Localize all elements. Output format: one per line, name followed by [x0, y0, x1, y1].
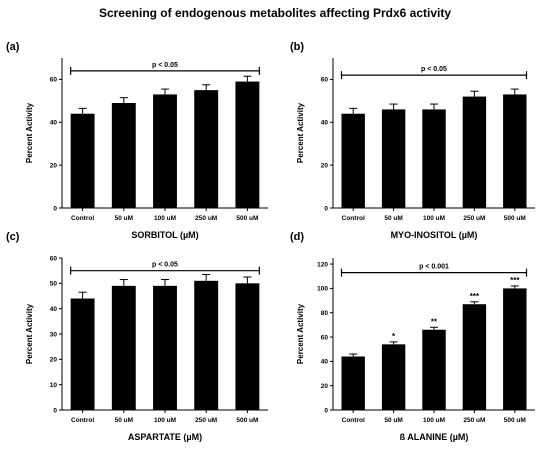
category-label-a-2: 100 uM — [154, 215, 176, 222]
y-tick-label-b-3: 60 — [321, 77, 329, 84]
y-tick-label-b-2: 40 — [321, 120, 329, 127]
category-label-a-1: 50 uM — [115, 215, 133, 222]
category-label-b-3: 250 uM — [463, 215, 485, 222]
y-tick-label-c-5: 50 — [50, 281, 58, 288]
panel-letter-a: (a) — [6, 41, 20, 53]
y-tick-label-a-2: 40 — [50, 120, 58, 127]
y-tick-label-d-0: 0 — [324, 407, 328, 414]
category-label-b-4: 500 uM — [504, 215, 526, 222]
bar-b-3 — [462, 96, 487, 208]
y-tick-label-a-1: 20 — [50, 162, 58, 169]
y-axis-label-c: Percent Activity — [25, 303, 34, 364]
y-tick-label-a-0: 0 — [53, 205, 57, 212]
significance-mark-d-2: ** — [431, 317, 438, 326]
chart-panel-a: (a) 0 20 40 60 Control 50 uM 100 uM 250 uM 500 uM… — [6, 41, 268, 240]
category-label-c-3: 250 uM — [195, 417, 217, 424]
bar-b-2 — [422, 109, 446, 208]
category-label-b-2: 100 uM — [423, 215, 445, 222]
bracket-label-c: p < 0.05 — [152, 262, 178, 269]
bar-a-1 — [111, 103, 136, 208]
bar-b-1 — [381, 109, 406, 208]
bar-c-4 — [235, 283, 260, 410]
category-label-c-0: Control — [71, 417, 94, 424]
y-tick-label-a-3: 60 — [50, 77, 58, 84]
category-label-c-1: 50 uM — [115, 417, 133, 424]
y-tick-label-d-5: 100 — [317, 286, 328, 293]
chart-panel-d: (d) 0 20 40 60 80 100 120 Control 50 uM * 100 uM ** 2… — [290, 231, 535, 442]
category-label-d-2: 100 uM — [423, 417, 445, 424]
significance-mark-d-3: *** — [470, 292, 480, 301]
category-label-d-0: Control — [342, 417, 365, 424]
bar-d-1 — [381, 344, 406, 410]
category-label-c-4: 500 uM — [236, 417, 258, 424]
bar-c-1 — [111, 285, 136, 410]
bar-b-0 — [341, 113, 365, 208]
bar-a-2 — [153, 94, 177, 208]
bar-d-0 — [341, 356, 365, 410]
panel-letter-d: (d) — [290, 231, 304, 243]
y-tick-label-c-6: 60 — [50, 255, 58, 262]
y-tick-label-c-4: 40 — [50, 306, 58, 313]
y-tick-label-d-4: 80 — [321, 310, 329, 317]
category-label-a-0: Control — [71, 215, 94, 222]
category-label-a-3: 250 uM — [195, 215, 217, 222]
bar-a-4 — [235, 81, 260, 208]
category-label-b-1: 50 uM — [384, 215, 402, 222]
y-tick-label-c-3: 30 — [50, 331, 58, 338]
bar-c-3 — [194, 280, 219, 410]
category-label-b-0: Control — [342, 215, 365, 222]
bar-c-0 — [70, 298, 95, 410]
x-axis-label-d: ß ALANINE (µM) — [400, 432, 469, 442]
y-axis-label-a: Percent Activity — [25, 102, 34, 163]
bar-a-0 — [70, 113, 95, 208]
y-axis-label-b: Percent Activity — [296, 102, 305, 163]
figure-title: Screening of endogenous metabolites affe… — [98, 6, 452, 20]
x-axis-label-a: SORBITOL (µM) — [131, 230, 198, 240]
bar-d-4 — [503, 288, 527, 410]
category-label-d-4: 500 uM — [504, 417, 526, 424]
y-tick-label-b-0: 0 — [324, 205, 328, 212]
chart-panel-c: (c) 0 10 20 30 40 50 60 Control 50 uM 100 uM 250 uM… — [6, 231, 268, 442]
y-tick-label-d-3: 60 — [321, 334, 329, 341]
panel-letter-c: (c) — [6, 231, 20, 243]
bracket-label-a: p < 0.05 — [152, 62, 178, 69]
bracket-label-b: p < 0.05 — [421, 66, 447, 73]
y-tick-label-d-6: 120 — [317, 261, 328, 268]
significance-mark-d-1: * — [392, 332, 396, 341]
x-axis-label-b: MYO-INOSITOL (µM) — [391, 230, 478, 240]
category-label-c-2: 100 uM — [154, 417, 176, 424]
x-axis-label-c: ASPARTATE (µM) — [128, 432, 202, 442]
bar-b-4 — [503, 94, 527, 208]
y-tick-label-c-1: 10 — [50, 382, 58, 389]
bar-d-2 — [422, 329, 446, 410]
bar-d-3 — [462, 304, 487, 410]
bar-a-3 — [194, 90, 219, 208]
category-label-a-4: 500 uM — [236, 215, 258, 222]
category-label-d-3: 250 uM — [463, 417, 485, 424]
y-axis-label-d: Percent Activity — [296, 303, 305, 364]
y-tick-label-d-2: 40 — [321, 359, 329, 366]
category-label-d-1: 50 uM — [384, 417, 402, 424]
bar-c-2 — [153, 285, 177, 410]
chart-panel-b: (b) 0 20 40 60 Control 50 uM 100 uM 250 uM 500 uM… — [290, 41, 535, 240]
y-tick-label-c-0: 0 — [53, 407, 57, 414]
bracket-label-d: p < 0.001 — [419, 264, 449, 271]
y-tick-label-c-2: 20 — [50, 357, 58, 364]
y-tick-label-b-1: 20 — [321, 162, 329, 169]
y-tick-label-d-1: 20 — [321, 383, 329, 390]
panel-letter-b: (b) — [290, 41, 304, 53]
significance-mark-d-4: *** — [510, 276, 520, 285]
